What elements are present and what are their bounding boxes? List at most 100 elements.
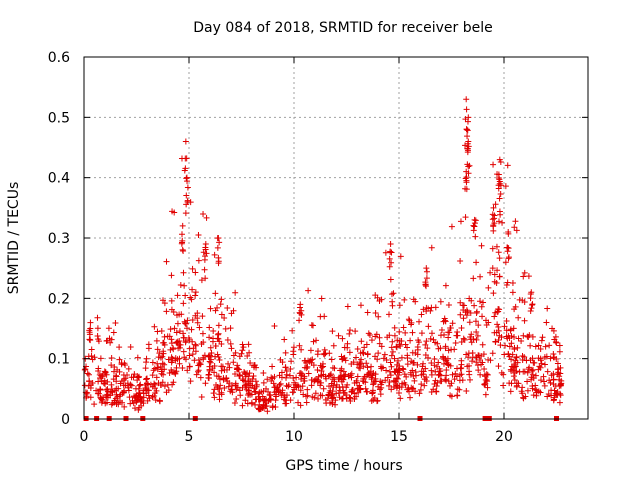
data-point (389, 302, 396, 309)
data-point (537, 346, 544, 353)
data-point (346, 394, 353, 401)
data-point (375, 350, 382, 357)
data-point (532, 372, 539, 379)
data-point (203, 214, 210, 221)
data-point (446, 329, 453, 336)
data-point (248, 399, 255, 406)
data-point (283, 392, 290, 399)
data-point (475, 367, 482, 374)
data-point (404, 355, 411, 362)
data-point (557, 392, 564, 399)
data-point (120, 388, 127, 395)
data-point (505, 245, 512, 252)
data-point (388, 344, 395, 351)
data-point (520, 332, 527, 339)
data-point (263, 396, 270, 403)
data-point (135, 406, 142, 413)
data-point (523, 357, 530, 364)
data-point (307, 347, 314, 354)
data-point (151, 393, 158, 400)
data-point (326, 372, 333, 379)
data-point (393, 375, 400, 382)
data-point (546, 342, 553, 349)
data-point (107, 389, 114, 396)
data-point (490, 223, 497, 230)
data-point (179, 222, 186, 229)
data-point (232, 382, 239, 389)
data-point (390, 377, 397, 384)
data-point (431, 355, 438, 362)
data-point (232, 370, 239, 377)
data-point (310, 362, 317, 369)
data-point (394, 357, 401, 364)
data-point (277, 380, 284, 387)
data-point (215, 258, 222, 265)
data-point (360, 350, 367, 357)
data-point (282, 400, 289, 407)
data-point (463, 106, 470, 113)
data-point (495, 249, 502, 256)
data-point (407, 394, 414, 401)
data-point (530, 392, 537, 399)
data-point (110, 376, 117, 383)
data-point (348, 388, 355, 395)
data-point (174, 292, 181, 299)
data-point (221, 314, 228, 321)
data-point (348, 374, 355, 381)
data-point (489, 265, 496, 272)
axes: 0 5 10 15 20 0 0.1 0.2 0.3 0.4 0.5 0.6 (48, 50, 588, 445)
data-point (212, 307, 219, 314)
data-point (396, 328, 403, 335)
data-point (300, 378, 307, 385)
data-point (491, 271, 498, 278)
data-point (525, 273, 532, 280)
data-point (185, 334, 192, 341)
data-point (457, 311, 464, 318)
data-point (499, 219, 506, 226)
data-point (143, 376, 150, 383)
data-point (169, 355, 176, 362)
data-point (183, 192, 190, 199)
data-point (338, 353, 345, 360)
data-point (206, 375, 213, 382)
data-point (388, 249, 395, 256)
data-point (496, 208, 503, 215)
data-point (428, 244, 435, 251)
data-point (224, 378, 231, 385)
data-point (214, 335, 221, 342)
data-point (393, 343, 400, 350)
data-point (154, 360, 161, 367)
data-point (96, 371, 103, 378)
data-point (231, 399, 238, 406)
data-point (214, 304, 221, 311)
data-point (109, 399, 116, 406)
data-point (260, 387, 267, 394)
data-point (153, 374, 160, 381)
data-point (370, 379, 377, 386)
data-point (556, 373, 563, 380)
data-point (528, 368, 535, 375)
data-point (388, 291, 395, 298)
data-point (515, 314, 522, 321)
data-point (181, 167, 188, 174)
data-point (398, 354, 405, 361)
data-point (273, 384, 280, 391)
data-point (449, 320, 456, 327)
data-point (436, 368, 443, 375)
data-point (456, 372, 463, 379)
data-point (410, 372, 417, 379)
data-point (468, 339, 475, 346)
data-point (525, 365, 532, 372)
data-point (363, 373, 370, 380)
data-point (427, 335, 434, 342)
y-tick-label: 0.6 (48, 50, 70, 66)
data-point (289, 389, 296, 396)
data-point (97, 355, 104, 362)
data-point (535, 355, 542, 362)
data-point (216, 376, 223, 383)
data-point (240, 344, 247, 351)
data-point (335, 376, 342, 383)
data-point (542, 343, 549, 350)
data-point (321, 351, 328, 358)
data-point (224, 305, 231, 312)
